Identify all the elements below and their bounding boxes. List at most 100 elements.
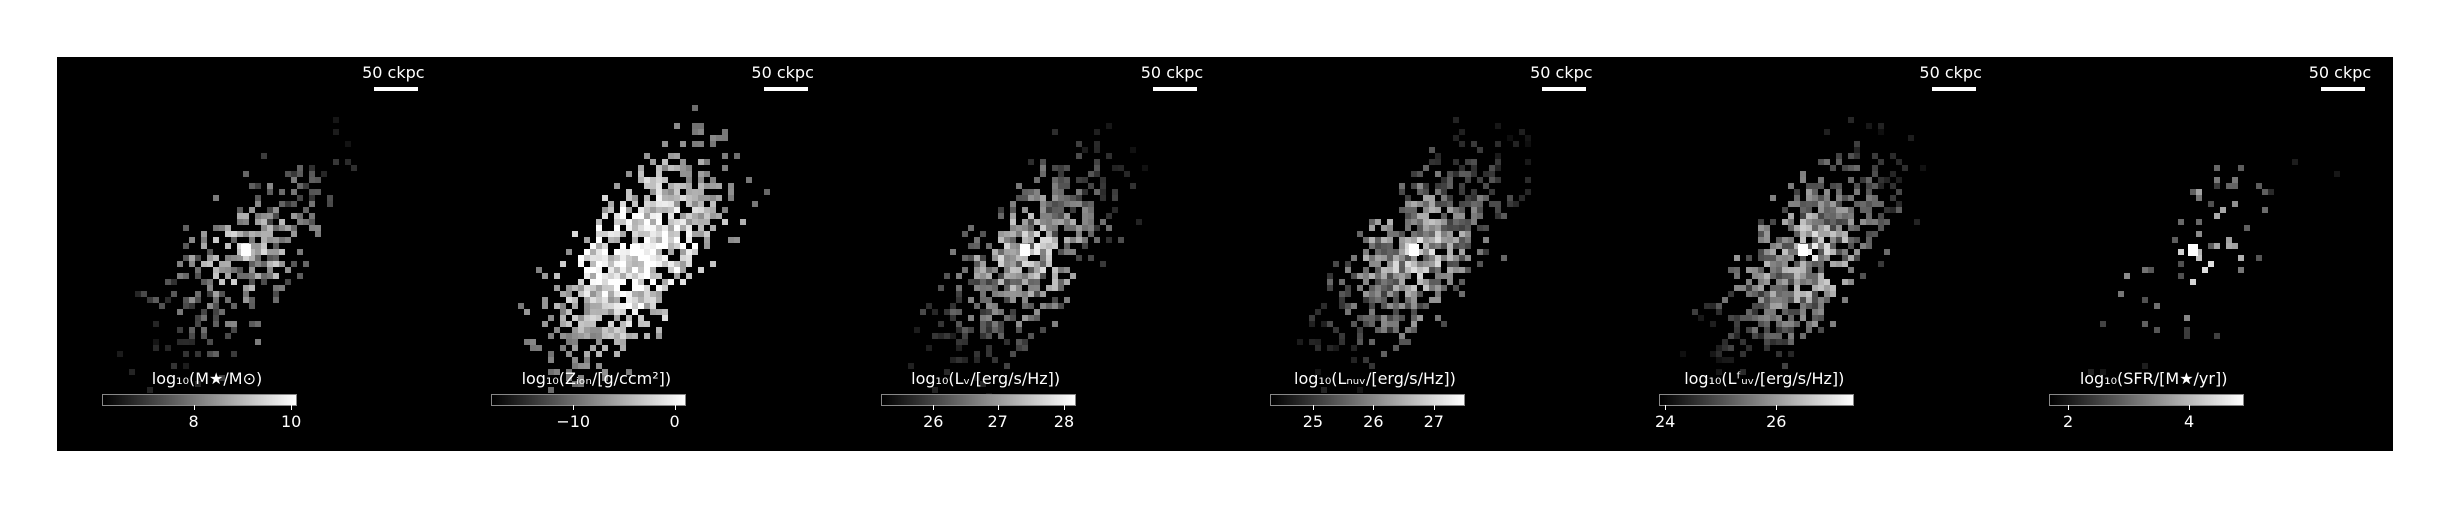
map-pixel bbox=[1386, 327, 1393, 333]
map-pixel bbox=[1057, 219, 1064, 225]
map-pixel bbox=[1806, 225, 1813, 231]
map-pixel bbox=[584, 255, 591, 261]
map-pixel bbox=[1039, 267, 1046, 273]
map-pixel bbox=[668, 279, 675, 285]
map-pixel bbox=[662, 315, 669, 321]
map-pixel bbox=[1788, 273, 1795, 279]
map-pixel bbox=[189, 297, 195, 303]
map-pixel bbox=[1362, 279, 1369, 285]
map-pixel bbox=[231, 321, 237, 327]
map-pixel bbox=[632, 273, 639, 279]
map-pixel bbox=[1854, 255, 1861, 261]
map-pixel bbox=[1494, 141, 1501, 147]
map-pixel bbox=[2189, 189, 2196, 195]
map-pixel bbox=[1392, 291, 1399, 297]
colorbar-tick bbox=[193, 405, 195, 410]
map-pixel bbox=[650, 213, 657, 219]
map-pixel bbox=[620, 201, 627, 207]
map-pixel bbox=[1446, 207, 1453, 213]
map-pixel bbox=[1099, 261, 1106, 267]
map-pixel bbox=[626, 297, 633, 303]
map-pixel bbox=[1746, 285, 1753, 291]
map-pixel bbox=[1404, 267, 1411, 273]
map-pixel bbox=[213, 237, 219, 243]
map-pixel bbox=[1386, 243, 1393, 249]
map-pixel bbox=[1416, 315, 1423, 321]
map-pixel bbox=[1093, 237, 1100, 243]
map-pixel bbox=[1374, 237, 1381, 243]
map-pixel bbox=[943, 333, 950, 339]
map-pixel bbox=[1428, 207, 1435, 213]
map-pixel bbox=[1842, 297, 1849, 303]
map-pixel bbox=[698, 141, 705, 147]
map-pixel bbox=[620, 321, 627, 327]
map-pixel bbox=[1800, 267, 1807, 273]
map-pixel bbox=[590, 279, 597, 285]
map-pixel bbox=[1422, 201, 1429, 207]
map-pixel bbox=[171, 363, 177, 369]
map-pixel bbox=[183, 363, 189, 369]
map-pixel bbox=[1434, 189, 1441, 195]
map-pixel bbox=[596, 219, 603, 225]
map-pixel bbox=[596, 237, 603, 243]
map-pixel bbox=[943, 309, 950, 315]
map-pixel bbox=[1051, 213, 1058, 219]
panel-fuv-luminosity: 50 ckpc log₁₀(Lᶠᵤᵥ/[erg/s/Hz]) 24 26 bbox=[1614, 57, 2004, 451]
map-pixel bbox=[1434, 297, 1441, 303]
map-pixel bbox=[1740, 369, 1747, 375]
map-pixel bbox=[674, 237, 681, 243]
map-pixel bbox=[279, 285, 285, 291]
map-pixel bbox=[554, 273, 561, 279]
map-pixel bbox=[297, 213, 303, 219]
map-pixel bbox=[1746, 255, 1753, 261]
map-pixel bbox=[1398, 333, 1405, 339]
map-pixel bbox=[1854, 249, 1861, 255]
map-pixel bbox=[249, 255, 255, 261]
map-pixel bbox=[303, 219, 309, 225]
map-pixel bbox=[698, 231, 705, 237]
map-pixel bbox=[1476, 177, 1483, 183]
map-pixel bbox=[1818, 177, 1825, 183]
map-pixel bbox=[267, 207, 273, 213]
map-pixel bbox=[548, 351, 555, 357]
map-pixel bbox=[656, 285, 663, 291]
map-pixel bbox=[1440, 213, 1447, 219]
map-pixel bbox=[237, 243, 243, 249]
map-pixel bbox=[2261, 207, 2268, 213]
map-pixel bbox=[650, 201, 657, 207]
map-pixel bbox=[1039, 201, 1046, 207]
map-pixel bbox=[1446, 273, 1453, 279]
map-pixel bbox=[1033, 243, 1040, 249]
map-pixel bbox=[1404, 219, 1411, 225]
map-pixel bbox=[1039, 207, 1046, 213]
map-pixel bbox=[1021, 261, 1028, 267]
map-pixel bbox=[662, 195, 669, 201]
map-pixel bbox=[1818, 159, 1825, 165]
map-pixel bbox=[602, 303, 609, 309]
map-pixel bbox=[578, 291, 585, 297]
map-pixel bbox=[1464, 255, 1471, 261]
map-pixel bbox=[1704, 303, 1711, 309]
map-pixel bbox=[297, 249, 303, 255]
map-pixel bbox=[1806, 267, 1813, 273]
map-pixel bbox=[1788, 279, 1795, 285]
map-pixel bbox=[1800, 231, 1807, 237]
map-pixel bbox=[967, 279, 974, 285]
map-pixel bbox=[1812, 279, 1819, 285]
map-pixel bbox=[255, 261, 261, 267]
map-pixel bbox=[626, 333, 633, 339]
map-pixel bbox=[1386, 279, 1393, 285]
map-pixel bbox=[1374, 285, 1381, 291]
map-pixel bbox=[1332, 327, 1339, 333]
map-pixel bbox=[662, 261, 669, 267]
map-pixel bbox=[1830, 225, 1837, 231]
map-pixel bbox=[2291, 159, 2298, 165]
colorbar-label: log₁₀(SFR/[M★/yr]) bbox=[2079, 369, 2228, 388]
map-pixel bbox=[2201, 267, 2208, 273]
map-pixel bbox=[578, 327, 585, 333]
map-pixel bbox=[1057, 249, 1064, 255]
map-pixel bbox=[680, 225, 687, 231]
map-pixel bbox=[1752, 327, 1759, 333]
map-pixel bbox=[686, 255, 693, 261]
scalebar-label: 50 ckpc bbox=[751, 63, 814, 82]
